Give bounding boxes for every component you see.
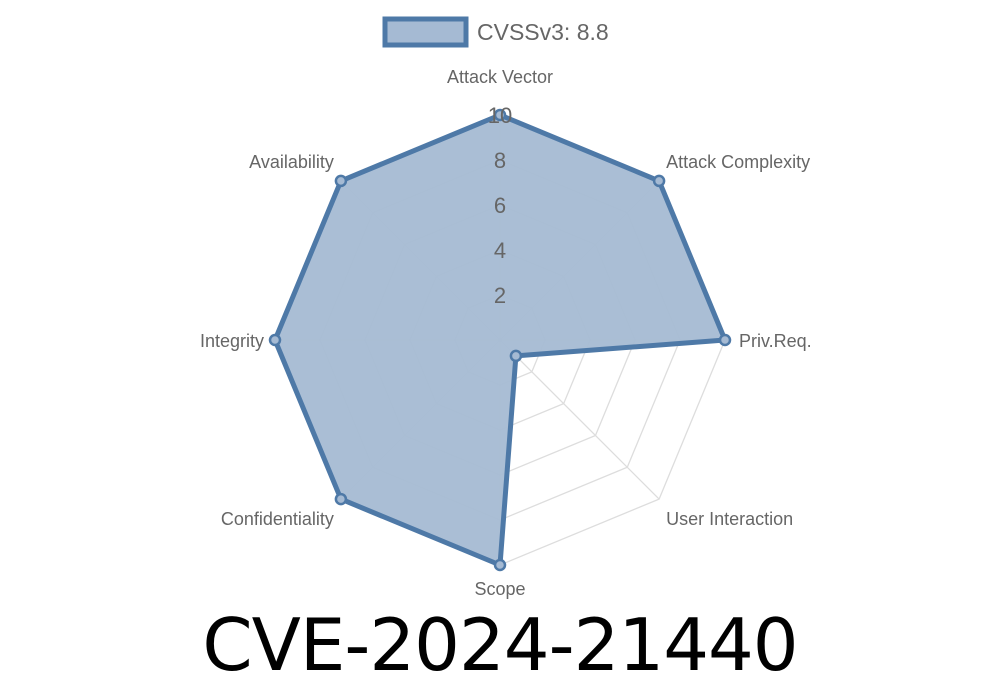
axis-labels: Attack Vector Attack Complexity Priv.Req. U… [200, 67, 812, 599]
data-point[interactable] [509, 349, 523, 363]
tick-label: 4 [494, 238, 506, 263]
series-area [268, 108, 732, 572]
axis-label: Confidentiality [221, 509, 334, 529]
data-point[interactable] [493, 108, 507, 122]
data-point[interactable] [334, 492, 348, 506]
tick-labels: 2 4 6 8 10 [488, 103, 512, 308]
axis-label: Scope [474, 579, 525, 599]
grid-spoke [499, 339, 660, 500]
legend-swatch [382, 16, 469, 48]
data-point[interactable] [493, 558, 507, 572]
axis-label: Attack Complexity [666, 152, 810, 172]
radar-chart: 2 4 6 8 10 Attack Vector Attack Complexity Pri… [200, 16, 812, 599]
page-title: CVE-2024-21440 [202, 603, 798, 687]
axis-label: Attack Vector [447, 67, 553, 87]
axis-label: Priv.Req. [739, 331, 812, 351]
legend[interactable]: CVSSv3: 8.8 [382, 16, 609, 48]
tick-label: 10 [488, 103, 512, 128]
data-point[interactable] [268, 333, 282, 347]
data-point[interactable] [652, 174, 666, 188]
data-point[interactable] [718, 333, 732, 347]
tick-label: 8 [494, 148, 506, 173]
tick-label: 2 [494, 283, 506, 308]
legend-label: CVSSv3: 8.8 [477, 19, 609, 45]
axis-label: Integrity [200, 331, 264, 351]
tick-label: 6 [494, 193, 506, 218]
axis-label: Availability [249, 152, 334, 172]
data-point[interactable] [334, 174, 348, 188]
axis-label: User Interaction [666, 509, 793, 529]
